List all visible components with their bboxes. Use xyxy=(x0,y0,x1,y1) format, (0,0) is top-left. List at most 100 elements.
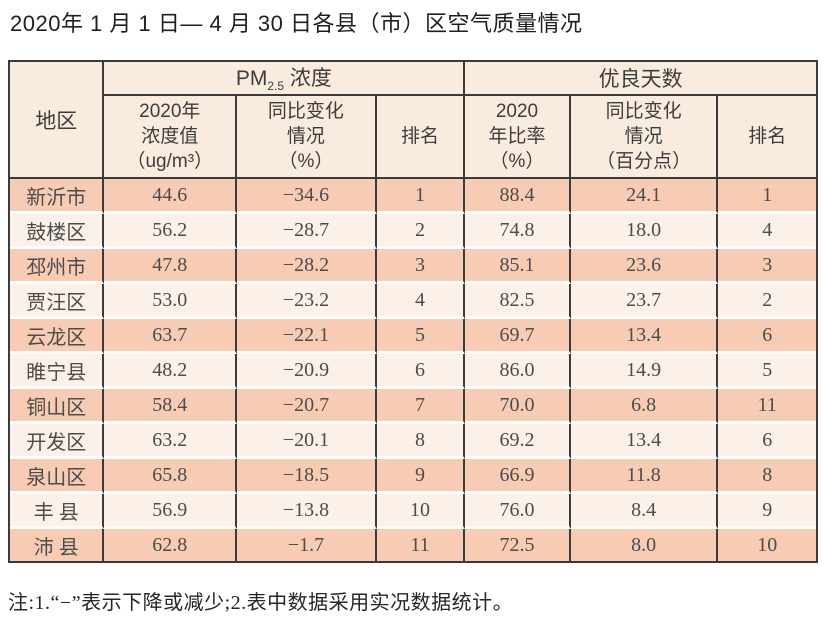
pm25-label-subscript: 2.5 xyxy=(267,79,284,94)
region-cell: 新沂市 xyxy=(10,179,105,214)
value-cell: −13.8 xyxy=(237,494,377,529)
table-row: 铜山区 58.4 −20.7 7 70.0 6.8 11 xyxy=(10,389,816,424)
value-cell: 5 xyxy=(376,319,466,354)
pm-change-header: 同比变化 情况 （%） xyxy=(237,96,377,179)
value-cell: 6.8 xyxy=(570,389,719,424)
value-cell: 24.1 xyxy=(570,179,719,214)
value-cell: 5 xyxy=(718,354,816,389)
value-cell: 3 xyxy=(376,249,466,284)
value-cell: 47.8 xyxy=(104,249,238,284)
value-cell: −20.9 xyxy=(237,354,377,389)
table-row: 鼓楼区 56.2 −28.7 2 74.8 18.0 4 xyxy=(10,214,816,249)
table-row: 睢宁县 48.2 −20.9 6 86.0 14.9 5 xyxy=(10,354,816,389)
region-cell: 泉山区 xyxy=(10,459,105,494)
air-quality-table: 地区 PM2.5 浓度 优良天数 2020年 浓度值 （ug/m³） 同比变化 … xyxy=(8,60,818,563)
region-cell: 鼓楼区 xyxy=(10,214,105,249)
value-cell: 74.8 xyxy=(465,214,571,249)
value-cell: 8.4 xyxy=(570,494,719,529)
value-cell: 86.0 xyxy=(465,354,571,389)
value-cell: 8.0 xyxy=(570,529,719,561)
region-column-header: 地区 xyxy=(10,62,105,179)
pm25-label-suffix: 浓度 xyxy=(284,67,332,91)
value-cell: 56.2 xyxy=(104,214,238,249)
sub-header-row: 2020年 浓度值 （ug/m³） 同比变化 情况 （%） 排名 2020 年比… xyxy=(10,96,816,179)
good-days-group-header: 优良天数 xyxy=(465,62,816,96)
value-cell: 13.4 xyxy=(570,424,719,459)
table-row: 贾汪区 53.0 −23.2 4 82.5 23.7 2 xyxy=(10,284,816,319)
value-cell: −28.2 xyxy=(237,249,377,284)
good-ratio-header: 2020 年比率 （%） xyxy=(465,96,571,179)
value-cell: 58.4 xyxy=(104,389,238,424)
table-row: 泉山区 65.8 −18.5 9 66.9 11.8 8 xyxy=(10,459,816,494)
value-cell: 82.5 xyxy=(465,284,571,319)
value-cell: −18.5 xyxy=(237,459,377,494)
value-cell: 11 xyxy=(718,389,816,424)
value-cell: 2 xyxy=(718,284,816,319)
table-row: 开发区 63.2 −20.1 8 69.2 13.4 6 xyxy=(10,424,816,459)
value-cell: 2 xyxy=(376,214,466,249)
value-cell: 10 xyxy=(376,494,466,529)
value-cell: 48.2 xyxy=(104,354,238,389)
table-row: 新沂市 44.6 −34.6 1 88.4 24.1 1 xyxy=(10,179,816,214)
value-cell: 62.8 xyxy=(104,529,238,561)
table-header: 地区 PM2.5 浓度 优良天数 2020年 浓度值 （ug/m³） 同比变化 … xyxy=(10,62,816,179)
value-cell: 4 xyxy=(718,214,816,249)
value-cell: 23.7 xyxy=(570,284,719,319)
footnote: 注:1.“−”表示下降或减少;2.表中数据采用实况数据统计。 xyxy=(8,592,514,614)
value-cell: −22.1 xyxy=(237,319,377,354)
value-cell: 76.0 xyxy=(465,494,571,529)
value-cell: 63.2 xyxy=(104,424,238,459)
value-cell: 72.5 xyxy=(465,529,571,561)
group-header-row: 地区 PM2.5 浓度 优良天数 xyxy=(10,62,816,179)
pm25-label-prefix: PM xyxy=(235,67,268,91)
region-cell: 铜山区 xyxy=(10,389,105,424)
good-rank-header: 排名 xyxy=(718,96,816,179)
value-cell: 9 xyxy=(376,459,466,494)
value-cell: 1 xyxy=(718,179,816,214)
value-cell: 23.6 xyxy=(570,249,719,284)
value-cell: 53.0 xyxy=(104,284,238,319)
value-cell: −20.7 xyxy=(237,389,377,424)
value-cell: 69.2 xyxy=(465,424,571,459)
value-cell: −1.7 xyxy=(237,529,377,561)
region-cell: 云龙区 xyxy=(10,319,105,354)
value-cell: 4 xyxy=(376,284,466,319)
value-cell: 8 xyxy=(718,459,816,494)
region-cell: 睢宁县 xyxy=(10,354,105,389)
table-row: 沛 县 62.8 −1.7 11 72.5 8.0 10 xyxy=(10,529,816,561)
region-cell: 开发区 xyxy=(10,424,105,459)
good-change-header: 同比变化 情况 （百分点） xyxy=(570,96,719,179)
region-cell: 沛 县 xyxy=(10,529,105,561)
region-cell: 丰 县 xyxy=(10,494,105,529)
value-cell: 3 xyxy=(718,249,816,284)
table-row: 邳州市 47.8 −28.2 3 85.1 23.6 3 xyxy=(10,249,816,284)
value-cell: 85.1 xyxy=(465,249,571,284)
value-cell: 8 xyxy=(376,424,466,459)
value-cell: 44.6 xyxy=(104,179,238,214)
value-cell: 65.8 xyxy=(104,459,238,494)
value-cell: 9 xyxy=(718,494,816,529)
region-cell: 邳州市 xyxy=(10,249,105,284)
value-cell: 63.7 xyxy=(104,319,238,354)
pm-rank-header: 排名 xyxy=(376,96,466,179)
value-cell: 11 xyxy=(376,529,466,561)
value-cell: −28.7 xyxy=(237,214,377,249)
value-cell: 18.0 xyxy=(570,214,719,249)
value-cell: −23.2 xyxy=(237,284,377,319)
table-row: 云龙区 63.7 −22.1 5 69.7 13.4 6 xyxy=(10,319,816,354)
region-cell: 贾汪区 xyxy=(10,284,105,319)
table-body: 新沂市 44.6 −34.6 1 88.4 24.1 1 鼓楼区 56.2 −28.7 2 74.8 1… xyxy=(10,179,816,561)
value-cell: 10 xyxy=(718,529,816,561)
value-cell: 6 xyxy=(718,319,816,354)
value-cell: 66.9 xyxy=(465,459,571,494)
value-cell: 1 xyxy=(376,179,466,214)
value-cell: 69.7 xyxy=(465,319,571,354)
value-cell: −20.1 xyxy=(237,424,377,459)
value-cell: 11.8 xyxy=(570,459,719,494)
value-cell: 6 xyxy=(376,354,466,389)
value-cell: −34.6 xyxy=(237,179,377,214)
value-cell: 14.9 xyxy=(570,354,719,389)
value-cell: 70.0 xyxy=(465,389,571,424)
pm25-group-header: PM2.5 浓度 xyxy=(104,62,466,96)
pm-value-header: 2020年 浓度值 （ug/m³） xyxy=(104,96,238,179)
